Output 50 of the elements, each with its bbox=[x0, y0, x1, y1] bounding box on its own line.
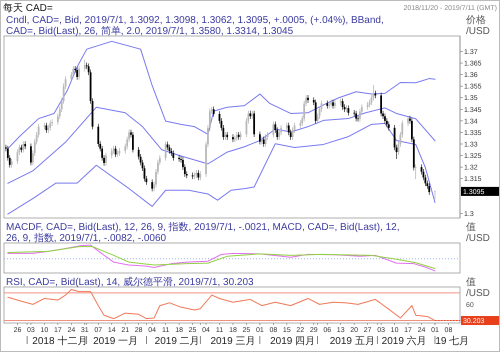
annotation: Cndl, CAD=, Bid, 2019/7/1, 1.3092, 1.3098, 1.3062, 1.3095, +.0005, (+.04%), BBand, CAD=, Bid(Last), 26, 简单, 2.0, 2019/7/1, 1.3580, 1.3314, 1.3045 bbox=[6, 15, 384, 37]
x2-tick-label: 2019 一月 bbox=[93, 336, 138, 347]
candlestick bbox=[272, 121, 274, 138]
candlestick bbox=[164, 141, 167, 161]
text: MACDF, CAD=, Bid(Last), 12, 26, 9, 指数, 2019/7/1, -.0021, MACD, CAD=, Bid(Last), 12, 26, 9, 指数, 2019/7/1, -.0082, -.0060 bbox=[6, 221, 400, 244]
candlestick bbox=[78, 66, 80, 80]
candlestick bbox=[232, 134, 234, 142]
candlestick bbox=[368, 99, 370, 108]
x2-tick-label: 2019 四月 bbox=[270, 336, 316, 347]
candlestick bbox=[118, 148, 120, 156]
candlestick bbox=[380, 92, 382, 117]
candlestick bbox=[49, 120, 52, 131]
candlestick bbox=[30, 143, 32, 166]
candlestick bbox=[280, 124, 282, 136]
candlestick bbox=[253, 110, 256, 138]
candlestick bbox=[384, 113, 386, 124]
candlestick bbox=[355, 110, 357, 122]
candlestick bbox=[278, 129, 280, 140]
candlestick bbox=[76, 66, 78, 80]
candlestick bbox=[172, 150, 174, 161]
y-axis-title: 价格 /USD bbox=[465, 14, 490, 37]
candlestick bbox=[346, 105, 348, 112]
candlestick bbox=[386, 118, 388, 128]
line-series bbox=[7, 106, 436, 184]
candlestick bbox=[259, 131, 261, 145]
x2-tick-label: 2019 五月 bbox=[330, 336, 375, 347]
chart-title: 每天 CAD= bbox=[3, 2, 53, 14]
x2-tick-label: 2018 十二月 bbox=[32, 335, 88, 347]
candlestick bbox=[194, 172, 196, 180]
candlestick bbox=[192, 172, 194, 180]
candlestick bbox=[407, 115, 409, 126]
candlestick bbox=[348, 105, 350, 116]
x2-tick-label: 2019 六月 bbox=[382, 335, 427, 347]
text: RSI, CAD=, Bid(Last), 14, 威尔德平滑, 2019/7/1, 30.203 bbox=[6, 276, 254, 288]
candlestick bbox=[168, 144, 170, 154]
candlestick bbox=[334, 100, 336, 109]
candlestick bbox=[307, 94, 309, 104]
candlestick bbox=[105, 152, 107, 166]
candlestick bbox=[372, 84, 374, 101]
x2-tick-label: 2019 二月 bbox=[154, 336, 200, 347]
x2-tick-label: 19 七月 bbox=[435, 335, 470, 347]
candlestick bbox=[132, 132, 134, 153]
y-axis-title: 值 /USD bbox=[466, 277, 490, 299]
candlestick bbox=[114, 146, 116, 158]
candlestick bbox=[332, 99, 334, 109]
x2-tick-label: 2019 三月 bbox=[210, 336, 256, 347]
candlestick bbox=[342, 98, 344, 110]
y-axis-title: 值 /USD bbox=[466, 222, 490, 244]
candlestick bbox=[116, 150, 118, 158]
candlestick bbox=[166, 141, 168, 151]
